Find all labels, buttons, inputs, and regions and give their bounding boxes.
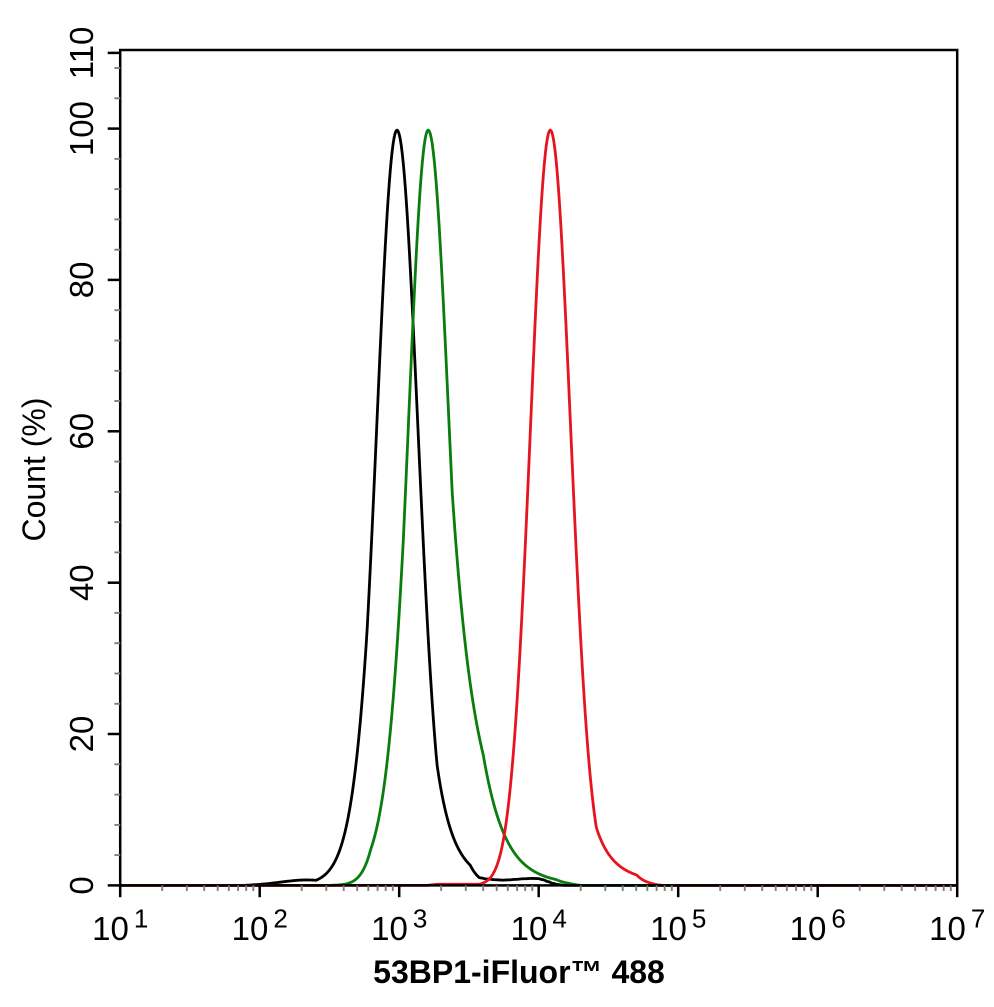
svg-text:106: 10 6 (790, 904, 846, 948)
svg-text:53BP1-iFluor™ 488: 53BP1-iFluor™ 488 (373, 954, 665, 990)
svg-text:Count (%): Count (%) (16, 397, 52, 541)
svg-text:40: 40 (63, 564, 100, 601)
svg-text:80: 80 (63, 262, 100, 299)
svg-text:110: 110 (63, 27, 100, 80)
svg-text:100: 100 (63, 101, 100, 156)
svg-text:60: 60 (63, 413, 100, 450)
svg-text:20: 20 (63, 716, 100, 753)
svg-text:0: 0 (63, 876, 100, 894)
